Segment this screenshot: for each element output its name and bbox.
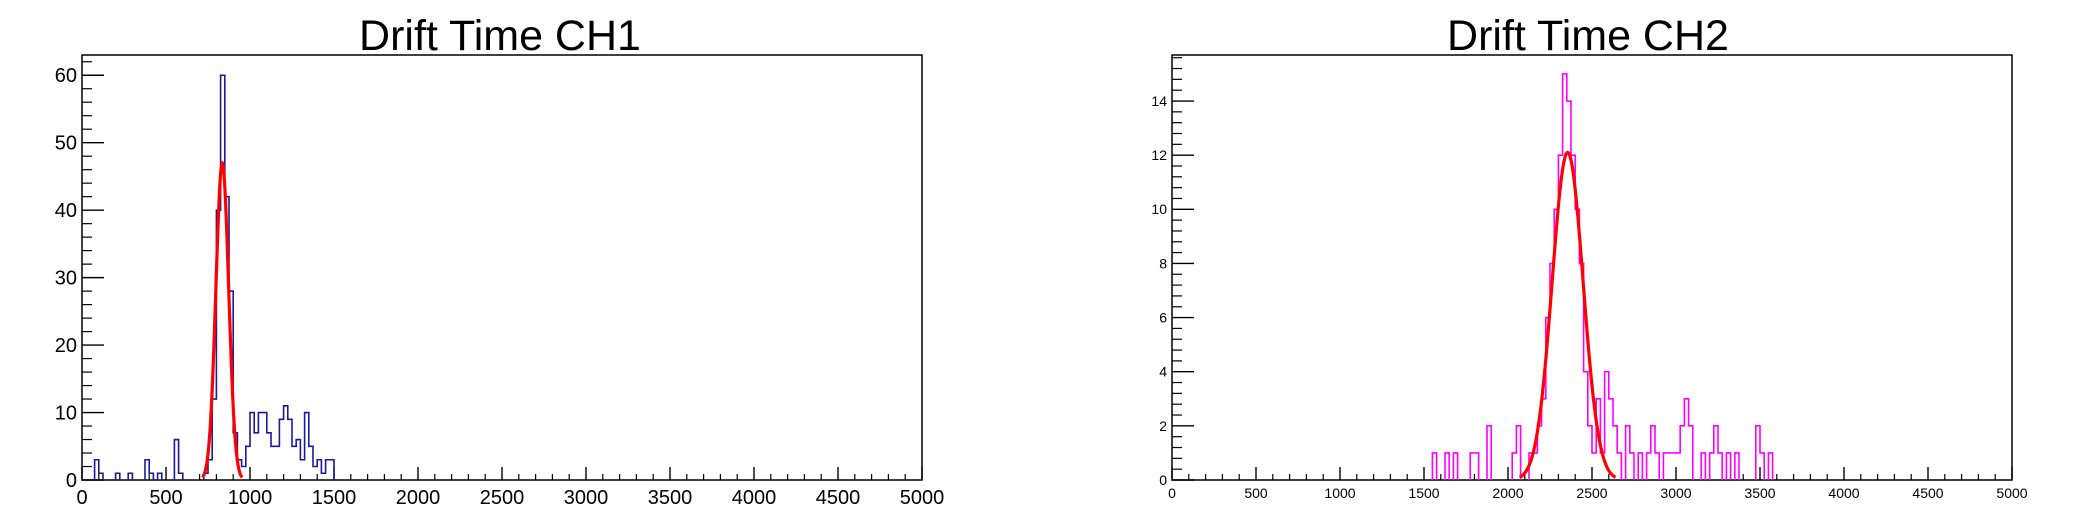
x-tick-label-ch2: 3000 — [1660, 485, 1691, 501]
x-tick-label-ch2: 4000 — [1828, 485, 1859, 501]
chart-title-ch2: Drift Time CH2 — [1447, 12, 1729, 60]
x-tick-label-ch2: 1500 — [1408, 485, 1439, 501]
y-tick-label-ch2: 14 — [1151, 93, 1167, 109]
gaussian-fit-curve-ch2 — [1518, 150, 1617, 479]
x-tick-label-ch1: 3000 — [564, 487, 609, 509]
x-tick-label-ch2: 500 — [1244, 485, 1268, 501]
y-tick-label-ch1: 10 — [55, 403, 77, 425]
x-tick-label-ch2: 5000 — [1996, 485, 2027, 501]
y-tick-label-ch1: 20 — [55, 335, 77, 357]
y-tick-label-ch1: 40 — [55, 200, 77, 222]
y-tick-label-ch1: 30 — [55, 268, 77, 290]
x-tick-label-ch1: 1000 — [228, 487, 273, 509]
histogram-line-ch1 — [93, 74, 335, 480]
x-tick-label-ch2: 4500 — [1912, 485, 1943, 501]
x-tick-label-ch1: 4500 — [816, 487, 861, 509]
x-axis-ch1: 0 500 1000 1500 2000 2500 3000 3500 4000 4500 5000 — [76, 467, 944, 509]
x-tick-label-ch1: 2500 — [480, 487, 525, 509]
x-tick-label-ch1: 0 — [76, 487, 87, 509]
histogram-panel-ch2: Drift Time CH2 0 500 1000 1500 2000 2500 3000 3… — [1151, 12, 2027, 501]
y-tick-label-ch2: 8 — [1159, 255, 1167, 271]
y-tick-label-ch1: 60 — [55, 65, 77, 87]
y-tick-label-ch2: 12 — [1151, 147, 1167, 163]
y-tick-label-ch2: 2 — [1159, 418, 1167, 434]
x-tick-label-ch2: 0 — [1168, 485, 1176, 501]
y-axis-ch2: 0 2 4 6 8 10 12 14 — [1151, 57, 1194, 488]
x-tick-label-ch2: 2000 — [1492, 485, 1523, 501]
y-tick-label-ch2: 6 — [1159, 309, 1167, 325]
x-axis-ch2: 0 500 1000 1500 2000 2500 3000 3500 4000 4500 5000 — [1168, 467, 2028, 501]
x-tick-label-ch2: 1000 — [1324, 485, 1355, 501]
histogram-line-ch2 — [1431, 73, 1774, 480]
gaussian-fit-curve-ch1 — [201, 160, 244, 479]
y-tick-label-ch2: 0 — [1159, 472, 1167, 488]
histogram-panel-ch1: Drift Time CH1 0 500 1000 1500 2000 2500 3000 3… — [55, 12, 945, 509]
x-tick-label-ch1: 3500 — [648, 487, 693, 509]
chart-title-ch1: Drift Time CH1 — [359, 12, 641, 60]
y-tick-label-ch2: 4 — [1159, 364, 1167, 380]
x-tick-label-ch1: 500 — [149, 487, 182, 509]
y-axis-ch1: 0 10 20 30 40 50 60 — [55, 61, 104, 492]
x-tick-label-ch1: 1500 — [312, 487, 357, 509]
x-tick-label-ch1: 2000 — [396, 487, 441, 509]
y-tick-label-ch2: 10 — [1151, 201, 1167, 217]
x-tick-label-ch2: 2500 — [1576, 485, 1607, 501]
x-tick-label-ch1: 5000 — [900, 487, 945, 509]
x-tick-label-ch1: 4000 — [732, 487, 777, 509]
y-tick-label-ch1: 50 — [55, 133, 77, 155]
x-tick-label-ch2: 3500 — [1744, 485, 1775, 501]
y-tick-label-ch1: 0 — [66, 470, 77, 492]
